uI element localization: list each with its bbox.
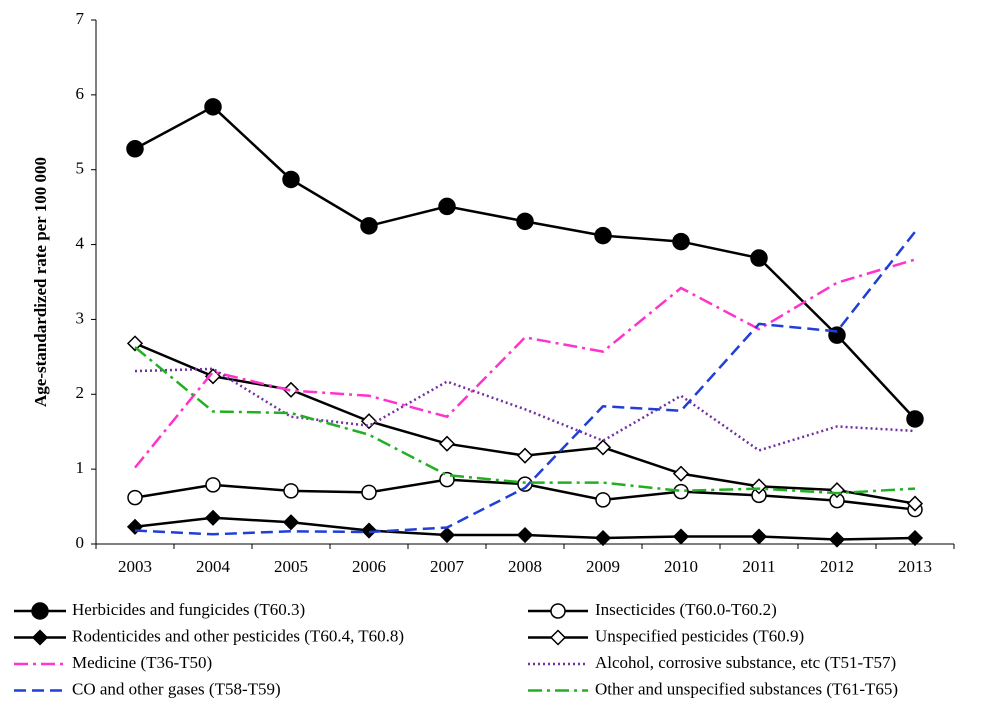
marker [828,531,846,548]
y-tick-label: 6 [76,84,85,103]
marker [906,495,924,512]
marker [204,98,222,116]
series-line [134,231,916,536]
marker [31,629,49,646]
y-tick-label: 3 [76,308,85,327]
marker [204,509,222,526]
x-tick-label: 2008 [508,557,542,576]
marker [127,489,143,506]
marker [282,170,300,189]
series-line [134,346,916,495]
marker [205,477,221,493]
y-tick-label: 5 [76,159,85,178]
marker [361,484,377,501]
marker [126,140,144,158]
marker [595,492,611,508]
x-tick-label: 2006 [352,557,386,576]
series-line [134,105,916,420]
marker [672,528,690,545]
marker [750,528,768,545]
marker [594,439,612,456]
x-tick-label: 2005 [274,557,308,576]
y-tick-label: 1 [76,458,85,477]
marker [828,326,846,344]
marker [438,197,456,216]
marker [550,603,566,619]
marker [906,529,924,547]
series-line [134,258,916,469]
legend-label: CO and other gases (T58-T59) [72,679,281,698]
x-tick-label: 2004 [196,557,231,576]
x-tick-label: 2007 [430,557,465,576]
y-tick-label: 4 [76,233,85,252]
legend-label: Herbicides and fungicides (T60.3) [72,600,305,619]
marker [906,410,924,428]
legend-label: Unspecified pesticides (T60.9) [595,626,804,645]
legend-label: Medicine (T36-T50) [72,653,212,672]
marker [516,212,534,231]
marker [282,514,300,531]
marker [594,226,612,245]
marker [549,629,567,646]
marker [438,526,456,544]
x-tick-label: 2013 [898,557,932,576]
series-line [134,367,916,452]
x-tick-label: 2009 [586,557,620,576]
marker [516,526,534,544]
legend-label: Alcohol, corrosive substance, etc (T51-T… [595,653,896,672]
marker [360,413,378,430]
marker [672,465,690,482]
legend-label: Insecticides (T60.0-T60.2) [595,600,777,619]
legend-label: Rodenticides and other pesticides (T60.4… [72,626,404,645]
marker [282,381,300,398]
y-tick-label: 0 [76,533,85,552]
marker [360,522,378,539]
marker [126,335,144,352]
x-tick-label: 2012 [820,557,854,576]
marker [516,447,534,464]
x-tick-label: 2010 [664,557,698,576]
marker [360,217,378,235]
marker [283,483,299,499]
marker [673,483,689,500]
marker [672,232,690,251]
marker [517,476,533,492]
marker [31,602,49,620]
marker [750,249,768,267]
x-tick-label: 2011 [742,557,775,576]
marker [594,529,612,547]
y-axis-label: Age-standardized rate per 100 000 [31,157,50,407]
legend-label: Other and unspecified substances (T61-T6… [595,679,898,698]
y-tick-label: 2 [76,383,85,402]
marker [438,435,456,452]
x-tick-label: 2003 [118,557,152,576]
y-tick-label: 7 [76,9,85,28]
